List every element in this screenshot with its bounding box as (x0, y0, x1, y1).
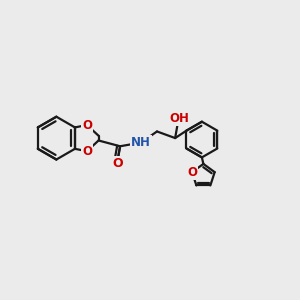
Text: NH: NH (131, 136, 151, 149)
Text: O: O (187, 166, 197, 178)
Text: OH: OH (169, 112, 189, 125)
Text: O: O (82, 145, 92, 158)
Text: O: O (112, 157, 123, 170)
Text: O: O (82, 118, 92, 131)
